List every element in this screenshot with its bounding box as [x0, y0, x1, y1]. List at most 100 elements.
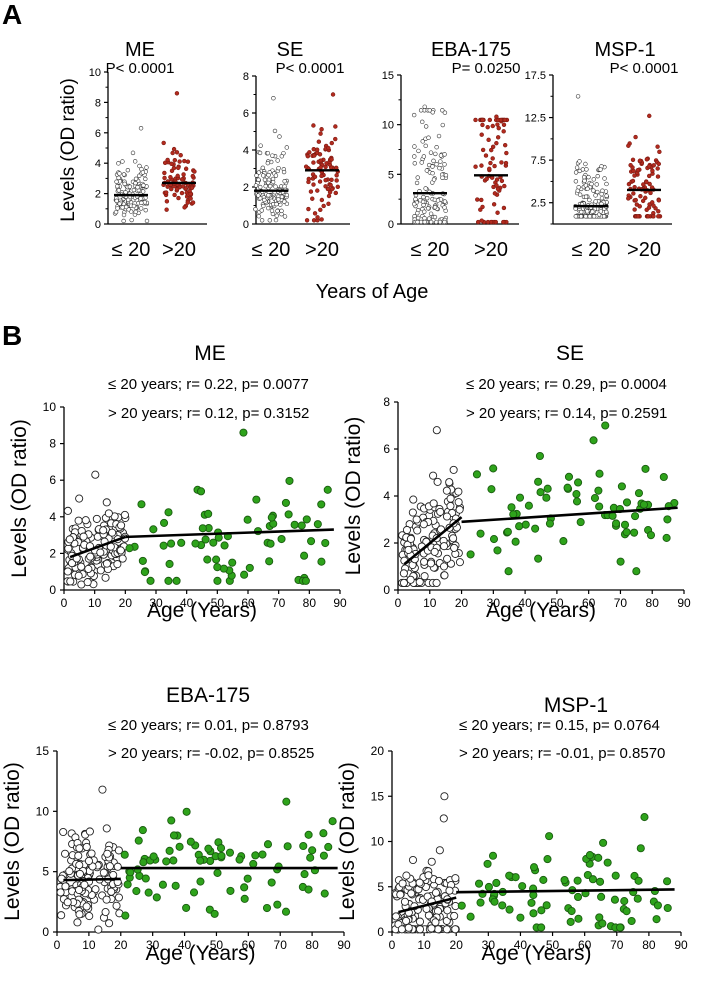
data-point: [576, 185, 581, 190]
data-point: [421, 154, 427, 159]
data-point: [406, 575, 415, 584]
data-point: [275, 208, 280, 214]
data-point: [631, 512, 640, 521]
data-point: [590, 494, 600, 503]
x-tick-label: 80: [303, 596, 317, 610]
data-point: [583, 161, 588, 167]
data-point: [489, 147, 494, 153]
x-tick-label: 70: [614, 596, 628, 610]
stats-le20: ≤ 20 years; r= 0.22, p= 0.0077: [108, 376, 309, 393]
data-point: [466, 550, 475, 559]
data-point: [480, 117, 485, 123]
data-point: [443, 906, 452, 915]
data-point: [282, 179, 287, 184]
data-point: [422, 209, 427, 214]
y-tick-label: 15: [371, 789, 385, 803]
data-point: [274, 201, 279, 207]
data-point: [487, 117, 493, 123]
data-point: [180, 184, 186, 189]
data-point: [121, 172, 127, 177]
data-point: [308, 846, 317, 855]
data-point: [490, 156, 495, 161]
data-point: [479, 197, 484, 203]
data-point: [432, 205, 438, 210]
data-point: [415, 175, 420, 180]
data-point: [225, 848, 235, 857]
data-point: [101, 573, 110, 582]
data-point: [604, 209, 609, 214]
data-point: [488, 851, 498, 860]
data-point: [535, 451, 544, 461]
data-point: [620, 897, 629, 906]
data-point: [412, 515, 421, 524]
x-tick-label: 20: [450, 938, 464, 952]
data-point: [305, 153, 311, 159]
data-point: [573, 876, 582, 885]
data-point: [306, 853, 315, 862]
data-point: [124, 204, 129, 210]
data-point: [274, 213, 279, 218]
data-point: [74, 851, 83, 860]
p-value: P< 0.0001: [276, 60, 345, 77]
x-tick-label: 30: [482, 938, 496, 952]
data-point: [125, 544, 134, 553]
data-point: [598, 919, 607, 928]
data-point: [442, 486, 451, 495]
data-point: [182, 807, 191, 816]
data-point: [283, 842, 292, 851]
y-tick-label: 5: [388, 169, 394, 181]
y-tick-label: 2: [383, 536, 390, 550]
y-tick-label: 10: [36, 804, 50, 818]
data-point: [273, 217, 279, 223]
data-point: [496, 125, 501, 131]
data-point: [59, 827, 68, 837]
x-axis-label: Age (Years): [147, 599, 257, 622]
data-point: [61, 849, 70, 858]
data-point: [282, 797, 291, 806]
data-point: [542, 493, 551, 502]
data-point: [632, 184, 637, 190]
data-point: [442, 512, 452, 521]
data-point: [573, 179, 579, 184]
data-point: [256, 177, 261, 182]
data-point: [324, 842, 333, 852]
data-point: [559, 537, 568, 546]
x-tick-label: 10: [423, 596, 437, 610]
data-point: [638, 194, 643, 199]
data-point: [402, 871, 411, 880]
data-point: [630, 178, 636, 184]
data-point: [74, 516, 83, 525]
data-point: [644, 157, 650, 162]
data-point: [80, 880, 89, 889]
x-tick-label: 90: [674, 938, 688, 952]
data-point: [116, 175, 121, 181]
group-label: >20: [162, 239, 196, 261]
data-point: [631, 168, 636, 174]
data-point: [408, 508, 417, 517]
data-point: [279, 154, 285, 159]
data-point: [74, 571, 83, 580]
data-point: [235, 855, 244, 864]
data-point: [265, 150, 271, 156]
data-point: [445, 886, 454, 895]
data-point: [479, 163, 484, 168]
data-point: [265, 205, 271, 211]
data-point: [430, 547, 439, 556]
data-point: [334, 178, 339, 183]
data-point: [276, 165, 281, 171]
data-point: [504, 150, 509, 156]
data-point: [102, 559, 111, 568]
data-point: [434, 162, 439, 167]
x-tick-label: 40: [180, 596, 194, 610]
data-point: [75, 861, 84, 870]
data-point: [181, 172, 186, 177]
data-point: [191, 539, 200, 548]
data-point: [634, 489, 644, 498]
data-point: [430, 110, 435, 115]
data-point: [186, 837, 195, 846]
data-point: [101, 908, 110, 917]
x-tick-label: 20: [114, 938, 128, 952]
y-tick-label: 6: [243, 108, 249, 120]
data-point: [104, 509, 113, 518]
data-point: [269, 208, 275, 213]
